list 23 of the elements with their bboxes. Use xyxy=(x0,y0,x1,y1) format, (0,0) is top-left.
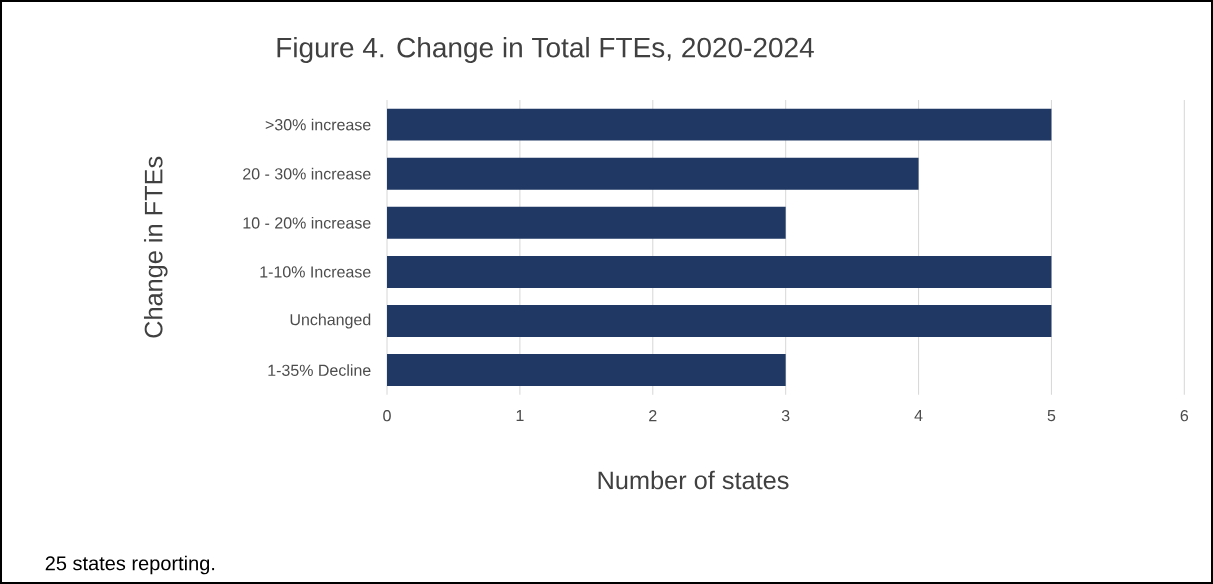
chart-title: Figure 4. Change in Total FTEs, 2020-2024 xyxy=(277,36,814,64)
x-tick-label: 1 xyxy=(516,410,524,422)
y-tick-label: >30% increase xyxy=(265,118,371,131)
bar xyxy=(387,354,786,387)
y-tick-label: Unchanged xyxy=(290,313,371,329)
text: 25 states reporting. xyxy=(45,555,215,575)
y-tick-label: 1-35% Decline xyxy=(268,364,371,376)
y-tick-label: 20 - 30% increase xyxy=(243,167,371,180)
y-tick-label: 1-10% Increase xyxy=(260,266,371,278)
x-tick-label: 2 xyxy=(649,410,657,422)
x-tick-label: 4 xyxy=(914,410,923,422)
x-tick-label: 3 xyxy=(781,410,790,422)
bar xyxy=(387,206,786,239)
x-axis-title: Number of states xyxy=(598,470,789,490)
bar xyxy=(387,108,1052,141)
x-tick-label: 6 xyxy=(1180,410,1189,422)
y-tick-label: 10 - 20% increase xyxy=(243,216,371,229)
y-axis-title: Change in FTEs xyxy=(143,156,168,338)
bar xyxy=(387,255,1052,288)
bar xyxy=(387,157,919,190)
x-tick-label: 0 xyxy=(383,410,391,422)
bar xyxy=(387,305,1052,337)
x-tick-label: 5 xyxy=(1047,410,1056,422)
